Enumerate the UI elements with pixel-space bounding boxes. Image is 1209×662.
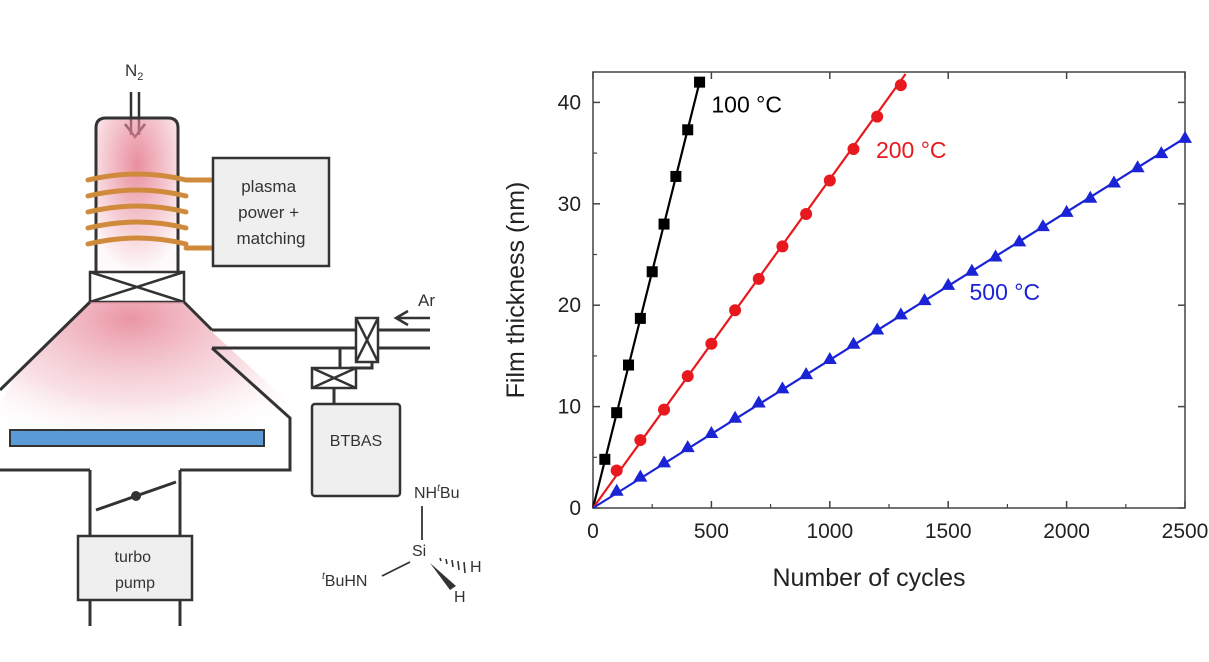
throttle-valve: [95, 480, 177, 512]
x-tick-label: 1500: [925, 520, 972, 543]
data-point-triangle: [964, 263, 979, 276]
data-point-circle: [705, 337, 718, 350]
data-point-triangle: [870, 322, 885, 335]
data-point-circle: [729, 304, 742, 317]
data-point-circle: [871, 110, 884, 123]
hashed-bond: [439, 557, 466, 574]
pump-line: [88, 470, 182, 626]
data-point-circle: [823, 174, 836, 187]
series-label-1: 100 °C: [711, 92, 782, 118]
btbas-molecule: NHtBu Si tBuHN H H: [322, 483, 482, 606]
molecule-top-group: NHtBu: [414, 483, 459, 502]
substrate: [9, 429, 265, 447]
y-tick-label: 40: [558, 91, 581, 114]
molecule-h-bottom: H: [454, 589, 466, 606]
data-point-triangle: [728, 410, 743, 423]
series-label-3: 500 °C: [970, 279, 1041, 305]
data-point-circle: [658, 403, 671, 416]
data-point-triangle: [1154, 146, 1169, 159]
plot-area: 0 500 1000 1500 2000 2500 0 10 20 30 40 Number of c…: [502, 71, 1209, 592]
data-point-square: [634, 312, 646, 324]
top-gate-valve: [88, 270, 186, 304]
plasma-tube: [94, 116, 180, 272]
n2-label: N2: [125, 61, 143, 83]
data-point-circle: [610, 464, 623, 477]
data-point-triangle: [633, 469, 648, 482]
data-point-triangle: [941, 277, 956, 290]
data-point-triangle: [1106, 175, 1121, 188]
data-point-circle: [681, 370, 694, 383]
btbas-label: BTBAS: [330, 433, 382, 450]
data-point-triangle: [657, 455, 672, 468]
y-tick-label: 0: [569, 497, 581, 520]
data-point-circle: [847, 143, 860, 156]
turbo-pump-label: turbo pump: [115, 549, 156, 592]
molecule-left-group: tBuHN: [322, 571, 367, 590]
data-point-square: [694, 76, 706, 88]
data-point-triangle: [1178, 130, 1192, 143]
data-point-triangle: [893, 307, 908, 320]
gas-line: [212, 328, 430, 350]
data-point-triangle: [846, 336, 861, 349]
data-point-square: [599, 453, 611, 465]
data-point-triangle: [609, 483, 624, 496]
x-tick-label: 1000: [806, 520, 853, 543]
data-point-triangle: [1035, 219, 1050, 232]
data-point-triangle: [775, 381, 790, 394]
data-point-triangle: [1012, 234, 1027, 247]
ar-line-valve: [354, 316, 380, 364]
y-axis-label: Film thickness (nm): [502, 182, 530, 399]
data-point-circle: [800, 207, 813, 220]
ar-inlet-arrow: [393, 309, 430, 327]
data-point-triangle: [988, 249, 1003, 262]
molecule-center-atom: Si: [412, 543, 426, 560]
ar-label: Ar: [418, 291, 435, 310]
data-point-circle: [894, 79, 907, 92]
data-point-square: [682, 124, 694, 136]
data-point-circle: [776, 240, 789, 253]
plasma-power-label: plasma power + matching: [237, 177, 306, 248]
fit-line-3: [592, 136, 1186, 509]
x-tick-label: 500: [694, 520, 729, 543]
rf-coil: [85, 171, 217, 251]
data-point-triangle: [799, 367, 814, 380]
plasma-power-box: [211, 156, 331, 268]
reactor-chamber-outline: [0, 300, 292, 472]
data-point-circle: [752, 272, 765, 285]
data-point-circle: [634, 434, 647, 447]
x-tick-label: 2500: [1162, 520, 1209, 543]
precursor-line: [338, 346, 374, 370]
reactor-chamber: [0, 302, 290, 470]
y-tick-label: 10: [558, 396, 581, 419]
data-point-triangle: [822, 351, 837, 364]
y-tick-label: 30: [558, 193, 581, 216]
x-tick-label: 2000: [1043, 520, 1090, 543]
data-point-triangle: [680, 440, 695, 453]
reactor-diagram: N2 plasma power + matching Ar: [0, 61, 482, 626]
data-point-square: [658, 218, 670, 230]
data-point-triangle: [917, 293, 932, 306]
fit-line-1: [591, 81, 701, 509]
btbas-bottle: [310, 402, 402, 498]
series-label-2: 200 °C: [876, 137, 947, 163]
x-axis-label: Number of cycles: [772, 564, 965, 592]
x-tick-label: 0: [587, 520, 599, 543]
data-point-square: [646, 266, 658, 278]
data-point-square: [611, 407, 623, 419]
data-point-square: [670, 170, 682, 182]
data-point-triangle: [751, 395, 766, 408]
data-point-triangle: [1059, 204, 1074, 217]
data-point-square: [623, 359, 635, 371]
turbo-pump: [76, 534, 194, 602]
data-point-triangle: [1083, 190, 1098, 203]
y-tick-label: 20: [558, 294, 581, 317]
wedge-bond: [430, 563, 456, 590]
data-point-triangle: [704, 425, 719, 438]
data-point-triangle: [1130, 160, 1145, 173]
molecule-h-right: H: [470, 559, 482, 576]
